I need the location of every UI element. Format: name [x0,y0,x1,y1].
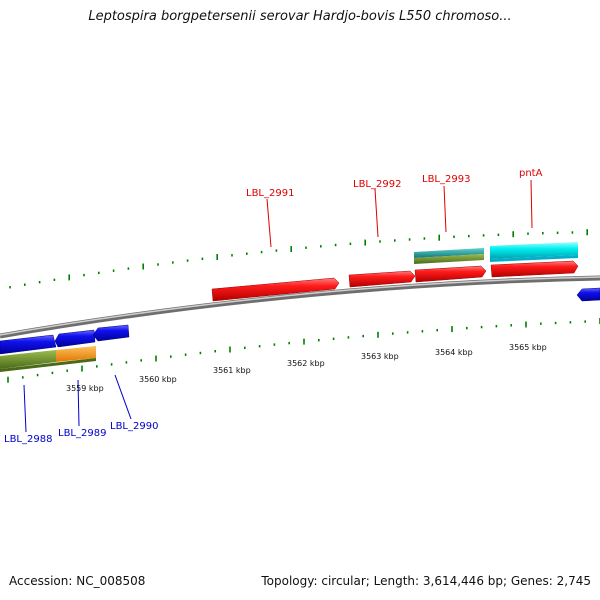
gene-pnta[interactable] [490,260,579,278]
gene-labels: LBL_2991 LBL_2992 LBL_2993 pntA LBL_2988… [4,168,543,445]
scale-label-3564: 3564 kbp [435,348,473,357]
label-lbl-2988[interactable]: LBL_2988 [4,434,52,445]
label-lbl-2993[interactable]: LBL_2993 [422,174,470,185]
gene-lbl-2993[interactable] [414,265,487,283]
gene-lbl-2989-rna-orange[interactable] [56,346,96,362]
leader-lbl-2988 [23,384,27,433]
leader-lbl-2990 [114,374,132,420]
label-lbl-2990[interactable]: LBL_2990 [110,421,158,432]
scale-label-3561: 3561 kbp [213,366,251,375]
reverse-genes [0,287,600,372]
gene-lbl-2993-rna-olive[interactable] [414,254,484,264]
scale-labels: 3559 kbp 3560 kbp 3561 kbp 3562 kbp 3563… [66,343,547,393]
label-lbl-2991[interactable]: LBL_2991 [246,188,294,199]
label-pnta[interactable]: pntA [519,168,543,179]
scale-label-3565: 3565 kbp [509,343,547,352]
gene-lbl-2990[interactable] [92,324,130,342]
gene-pnta-rna-cyan[interactable] [490,242,578,259]
leader-lbl-2991 [266,198,272,248]
leader-pnta [530,179,533,229]
gene-lbl-2992[interactable] [348,270,416,288]
gene-lbl-2989[interactable] [54,329,96,348]
forward-scale-ticks [9,229,589,289]
gene-lbl-2993-rna-teal[interactable] [414,248,484,258]
chromosome-backbone-highlight [0,276,600,336]
label-leaders [23,179,533,433]
scale-label-3563: 3563 kbp [361,352,399,361]
leader-lbl-2989 [77,379,80,427]
gene-pnta-rna-cyan-strip [490,255,578,262]
gene-lbl-2989-rna-olive-strip [0,358,96,372]
gene-right-edge[interactable] [576,287,600,302]
scale-label-3559: 3559 kbp [66,384,104,393]
gene-lbl-2988-rna-olive[interactable] [0,350,56,369]
gene-lbl-2988[interactable] [0,334,57,355]
label-lbl-2989[interactable]: LBL_2989 [58,428,106,439]
scale-label-3562: 3562 kbp [287,359,325,368]
scale-label-3560: 3560 kbp [139,375,177,384]
leader-lbl-2993 [443,185,447,233]
label-lbl-2992[interactable]: LBL_2992 [353,179,401,190]
summary-text: Topology: circular; Length: 3,614,446 bp… [261,574,591,588]
chromosome-backbone [0,275,600,339]
map-title: Leptospira borgpetersenii serovar Hardjo… [88,9,512,24]
gene-lbl-2991[interactable] [211,277,340,302]
leader-lbl-2992 [374,188,379,238]
reverse-scale-ticks [7,318,600,383]
accession-text: Accession: NC_008508 [9,574,146,588]
forward-genes [211,242,579,302]
